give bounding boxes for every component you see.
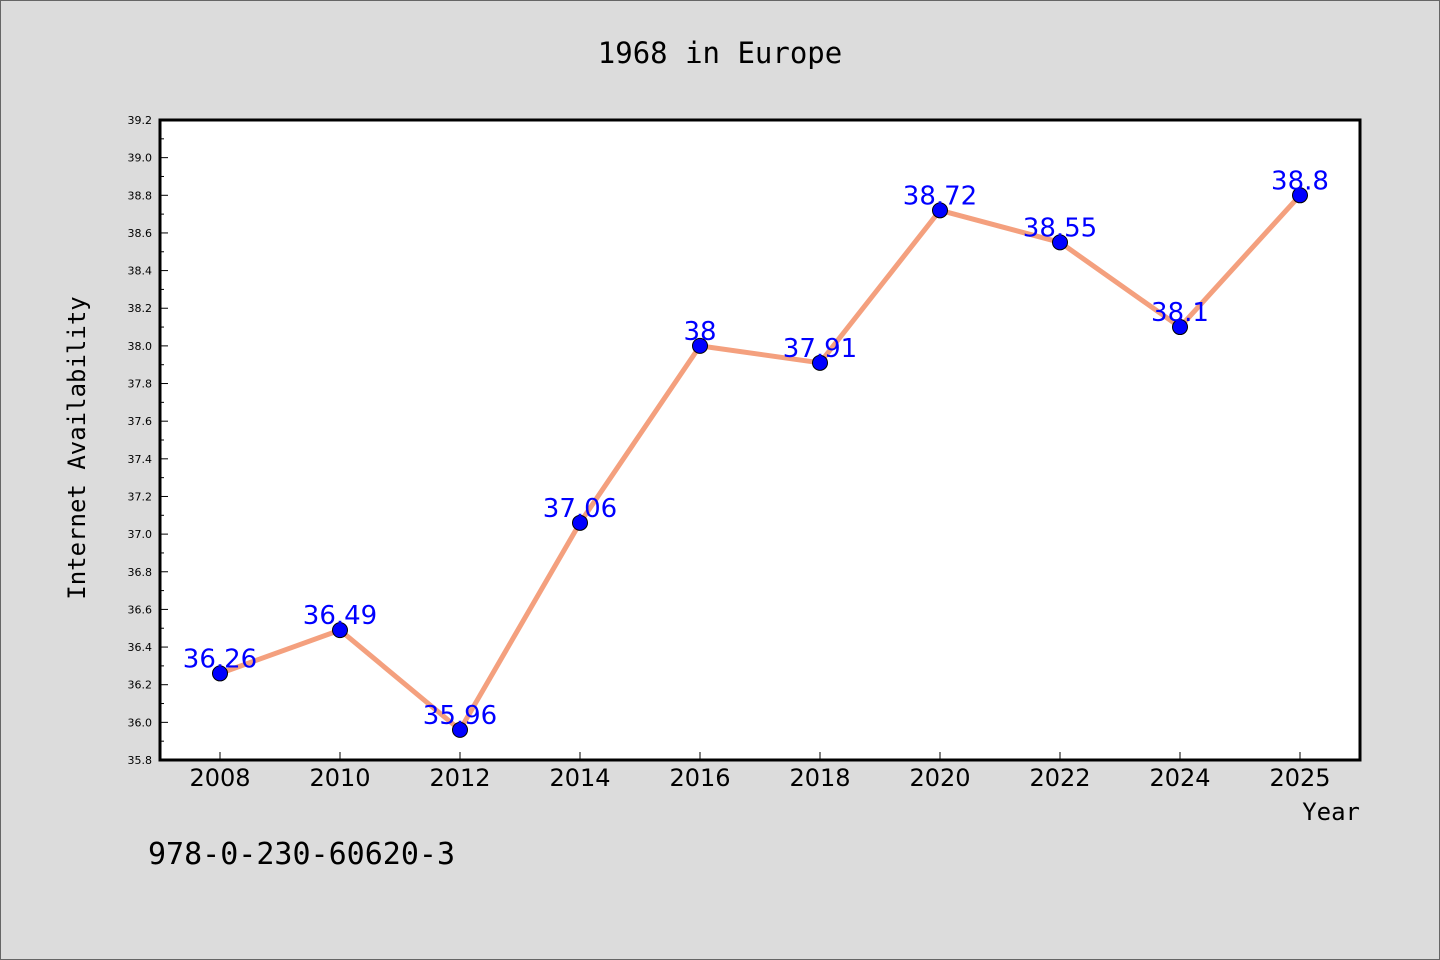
data-point xyxy=(932,202,948,219)
chart-title: 1968 in Europe xyxy=(598,36,842,70)
y-tick-label: 36.0 xyxy=(128,716,153,729)
x-tick-label: 2016 xyxy=(669,764,730,792)
y-tick-label: 37.0 xyxy=(128,528,153,541)
data-markers xyxy=(212,187,1308,738)
data-label: 36.49 xyxy=(303,601,377,631)
isbn-code: 978-0-230-60620-3 xyxy=(148,837,455,872)
y-tick-label: 36.8 xyxy=(128,566,153,579)
y-tick-label: 35.8 xyxy=(128,754,153,767)
data-point xyxy=(1052,234,1068,251)
plot-area xyxy=(160,120,1360,760)
data-point xyxy=(1172,319,1188,336)
y-tick-label: 38.0 xyxy=(128,340,153,353)
x-tick-label: 2008 xyxy=(189,764,250,792)
y-axis-label: Internet Availability xyxy=(63,296,91,599)
y-tick-label: 37.6 xyxy=(128,415,153,428)
x-tick-label: 2020 xyxy=(909,764,970,792)
x-axis: 2008 2010 2012 2014 2016 2018 2020 2022 2024 2025 xyxy=(189,752,1331,792)
data-label: 38 xyxy=(683,317,716,347)
data-point xyxy=(812,354,828,371)
plot-frame xyxy=(158,118,1362,762)
data-point xyxy=(212,665,228,682)
y-tick-label: 37.8 xyxy=(128,378,153,391)
series-line xyxy=(217,192,1303,733)
x-tick-label: 2022 xyxy=(1029,764,1090,792)
data-point xyxy=(572,514,588,531)
y-tick-label: 37.2 xyxy=(128,490,153,503)
data-label: 35.96 xyxy=(423,701,497,731)
x-tick-label: 2025 xyxy=(1269,764,1330,792)
y-tick-label: 38.6 xyxy=(128,227,153,240)
data-label: 37.91 xyxy=(783,334,857,364)
y-tick-label: 39.0 xyxy=(128,152,153,165)
y-tick-label: 38.2 xyxy=(128,302,153,315)
y-tick-label: 36.2 xyxy=(128,679,153,692)
data-label: 38.8 xyxy=(1271,166,1329,196)
y-tick-label: 36.6 xyxy=(128,603,153,616)
y-tick-label: 36.4 xyxy=(128,641,153,654)
data-point xyxy=(332,622,348,639)
data-labels: 36.26 36.49 35.96 37.06 38 37.91 38.72 38.55 38.… xyxy=(183,166,1329,731)
x-tick-label: 2010 xyxy=(309,764,370,792)
data-label: 37.06 xyxy=(543,494,617,524)
x-tick-label: 2018 xyxy=(789,764,850,792)
y-tick-label: 38.8 xyxy=(128,189,153,202)
data-label: 38.72 xyxy=(903,181,977,211)
y-tick-label: 39.2 xyxy=(128,114,153,127)
data-label: 38.1 xyxy=(1151,298,1209,328)
x-tick-label: 2012 xyxy=(429,764,490,792)
x-axis-label: Year xyxy=(1302,798,1360,826)
data-label: 36.26 xyxy=(183,644,257,674)
data-point xyxy=(452,721,468,738)
y-tick-label: 38.4 xyxy=(128,265,153,278)
data-point xyxy=(1292,187,1308,204)
x-tick-label: 2024 xyxy=(1149,764,1210,792)
x-tick-label: 2014 xyxy=(549,764,610,792)
data-label: 38.55 xyxy=(1023,213,1097,243)
y-tick-label: 37.4 xyxy=(128,453,153,466)
data-point xyxy=(692,337,708,354)
